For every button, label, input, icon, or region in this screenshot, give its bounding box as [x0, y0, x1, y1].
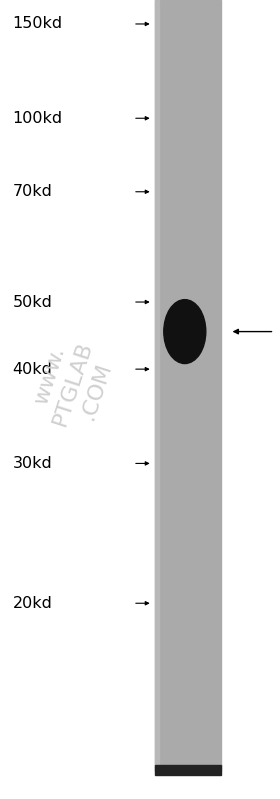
Text: 150kd: 150kd: [13, 17, 63, 31]
Text: 40kd: 40kd: [13, 362, 52, 376]
Text: 100kd: 100kd: [13, 111, 63, 125]
Text: 20kd: 20kd: [13, 596, 52, 610]
Ellipse shape: [164, 300, 206, 364]
Text: 30kd: 30kd: [13, 456, 52, 471]
Text: www.
PTGLAB
.COM: www. PTGLAB .COM: [26, 331, 120, 436]
Text: 50kd: 50kd: [13, 295, 52, 309]
Bar: [155, 0, 159, 771]
Bar: [155, 0, 221, 771]
Text: 70kd: 70kd: [13, 185, 52, 199]
Bar: [155, 765, 221, 775]
